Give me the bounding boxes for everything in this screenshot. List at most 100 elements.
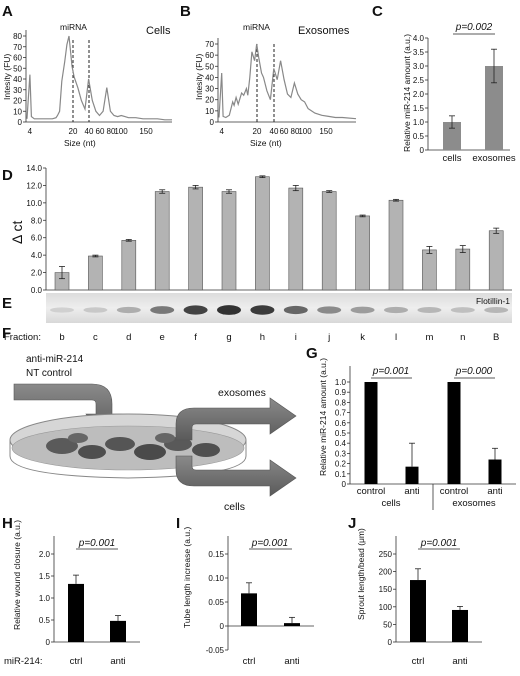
a-xtick-label-1: 20: [69, 127, 78, 136]
g-group-exosomes: exosomes: [452, 498, 496, 509]
e-fraction-label: Fraction:: [4, 332, 41, 343]
j-ytick-label-1: 50: [383, 620, 392, 629]
e-band-12: [450, 307, 475, 313]
j-bar-1: [452, 609, 468, 642]
panel-f-schematic: anti-miR-214 NT control exosomes cells: [9, 354, 297, 513]
c-bars: cells exosomes: [442, 48, 516, 164]
g-group-cells: cells: [381, 498, 400, 509]
j-ytick-label-4: 200: [379, 568, 393, 577]
panel-label-d: D: [2, 167, 13, 184]
d-bars: [54, 175, 504, 291]
c-ytick-label-3: 1.5: [413, 104, 425, 113]
g-category-1: anti: [404, 486, 419, 497]
e-band-0: [50, 307, 74, 313]
i-y-ticks: -0.05 0 0.05 0.10 0.15: [206, 550, 228, 655]
panel-e-western-blot: Flotillin-1 Fraction: b c d e f g h i j k l m n B: [4, 293, 512, 343]
j-ytick-label-3: 150: [379, 585, 393, 594]
e-band-7: [283, 305, 308, 315]
i-ytick-label-1: 0: [220, 622, 225, 631]
b-y-ticks: 0 10 20 30 40 50 60 70: [205, 40, 218, 127]
b-ytick-label-4: 40: [205, 73, 214, 82]
g-category-0: control: [357, 486, 386, 497]
j-pvalue: p=0.001: [420, 538, 457, 549]
g-ytick-label-8: 0.8: [335, 398, 347, 407]
j-category-1: anti: [452, 656, 467, 667]
d-ytick-label-4: 8.0: [31, 216, 43, 225]
g-bar-0: [364, 382, 378, 484]
c-ytick-label-4: 2.0: [413, 90, 425, 99]
i-bars: ctrl anti: [241, 582, 300, 667]
panel-label-g: G: [306, 345, 318, 362]
g-bar-2: [447, 382, 461, 484]
j-ytick-label-5: 250: [379, 550, 393, 559]
j-ytick-label-0: 0: [388, 638, 393, 647]
d-bar-4: [188, 186, 203, 291]
a-ytick-label-6: 60: [13, 54, 22, 63]
d-bar-1: [88, 255, 103, 291]
c-bar-1: [485, 66, 503, 150]
d-ytick-label-6: 12.0: [26, 181, 42, 190]
g-category-3: anti: [487, 486, 502, 497]
f-cells-arrow: [175, 455, 297, 497]
e-band-4: [183, 305, 208, 315]
e-fraction-10: l: [395, 332, 397, 343]
d-bar-10: [388, 199, 404, 291]
e-fraction-2: d: [126, 332, 131, 343]
i-bar-1: [284, 623, 300, 626]
e-fraction-3: e: [160, 332, 165, 343]
d-bar-3: [154, 191, 170, 291]
g-ytick-label-5: 0.5: [335, 429, 347, 438]
a-ytick-label-2: 20: [13, 97, 22, 106]
panel-label-h: H: [2, 515, 13, 532]
a-xtick-label-2: 40: [85, 127, 94, 136]
d-ylabel: Δ ct: [9, 221, 25, 244]
g-category-2: control: [440, 486, 469, 497]
e-fraction-8: j: [327, 332, 330, 343]
b-ytick-label-2: 20: [205, 96, 214, 105]
panel-i-bar-chart: -0.05 0 0.05 0.10 0.15 ctrl anti p=0.001 Tube…: [182, 527, 314, 667]
i-category-0: ctrl: [243, 656, 256, 667]
e-band-6: [250, 305, 275, 315]
e-band-1: [83, 307, 108, 313]
g-ytick-label-4: 0.4: [335, 439, 347, 448]
c-ytick-label-6: 3.0: [413, 62, 425, 71]
panel-label-e: E: [2, 295, 12, 312]
panel-g-bar-chart: 00.10.2 0.30.40.50.60.7 0.80.91.0 control a…: [318, 358, 516, 510]
e-fraction-13: B: [493, 332, 499, 343]
d-bar-9: [355, 215, 370, 291]
panel-label-j: J: [348, 515, 356, 532]
e-band-label: Flotillin-1: [476, 296, 510, 306]
h-ytick-label-1: 0.5: [39, 616, 51, 625]
e-band-11: [417, 307, 442, 313]
c-category-0: cells: [442, 153, 461, 164]
h-row-label: miR-214:: [4, 656, 43, 667]
e-fraction-6: h: [260, 332, 265, 343]
e-band-8: [317, 306, 342, 314]
e-fraction-0: b: [59, 332, 64, 343]
e-band-2: [116, 306, 141, 314]
b-ytick-label-1: 10: [205, 107, 214, 116]
f-line-2: NT control: [26, 368, 72, 379]
panel-j-bar-chart: 0 50 100 150 200 250 ctrl anti p=0.001 Sprout …: [356, 528, 482, 667]
i-pvalue: p=0.001: [251, 538, 288, 549]
a-ytick-label-4: 40: [13, 75, 22, 84]
c-pvalue: p=0.002: [455, 22, 493, 33]
i-ytick-label-2: 0.05: [208, 598, 224, 607]
h-ytick-label-4: 2.0: [39, 550, 51, 559]
b-xtick-label-0: 4: [220, 127, 225, 136]
h-y-ticks: 0 0.5 1.0 1.5 2.0: [39, 550, 54, 647]
g-bars: control anti control anti: [357, 382, 503, 497]
e-bands: [50, 305, 509, 315]
b-region-label: miRNA: [243, 22, 270, 32]
e-band-5: [217, 305, 241, 315]
c-ytick-label-2: 1.0: [413, 118, 425, 127]
e-fraction-7: i: [295, 332, 297, 343]
g-ytick-label-7: 0.7: [335, 409, 347, 418]
e-band-9: [350, 306, 375, 314]
e-fraction-5: g: [226, 332, 231, 343]
e-fraction-1: c: [93, 332, 98, 343]
panel-h-bar-chart: 0 0.5 1.0 1.5 2.0 ctrl anti p=0.001 Relative …: [4, 520, 140, 667]
